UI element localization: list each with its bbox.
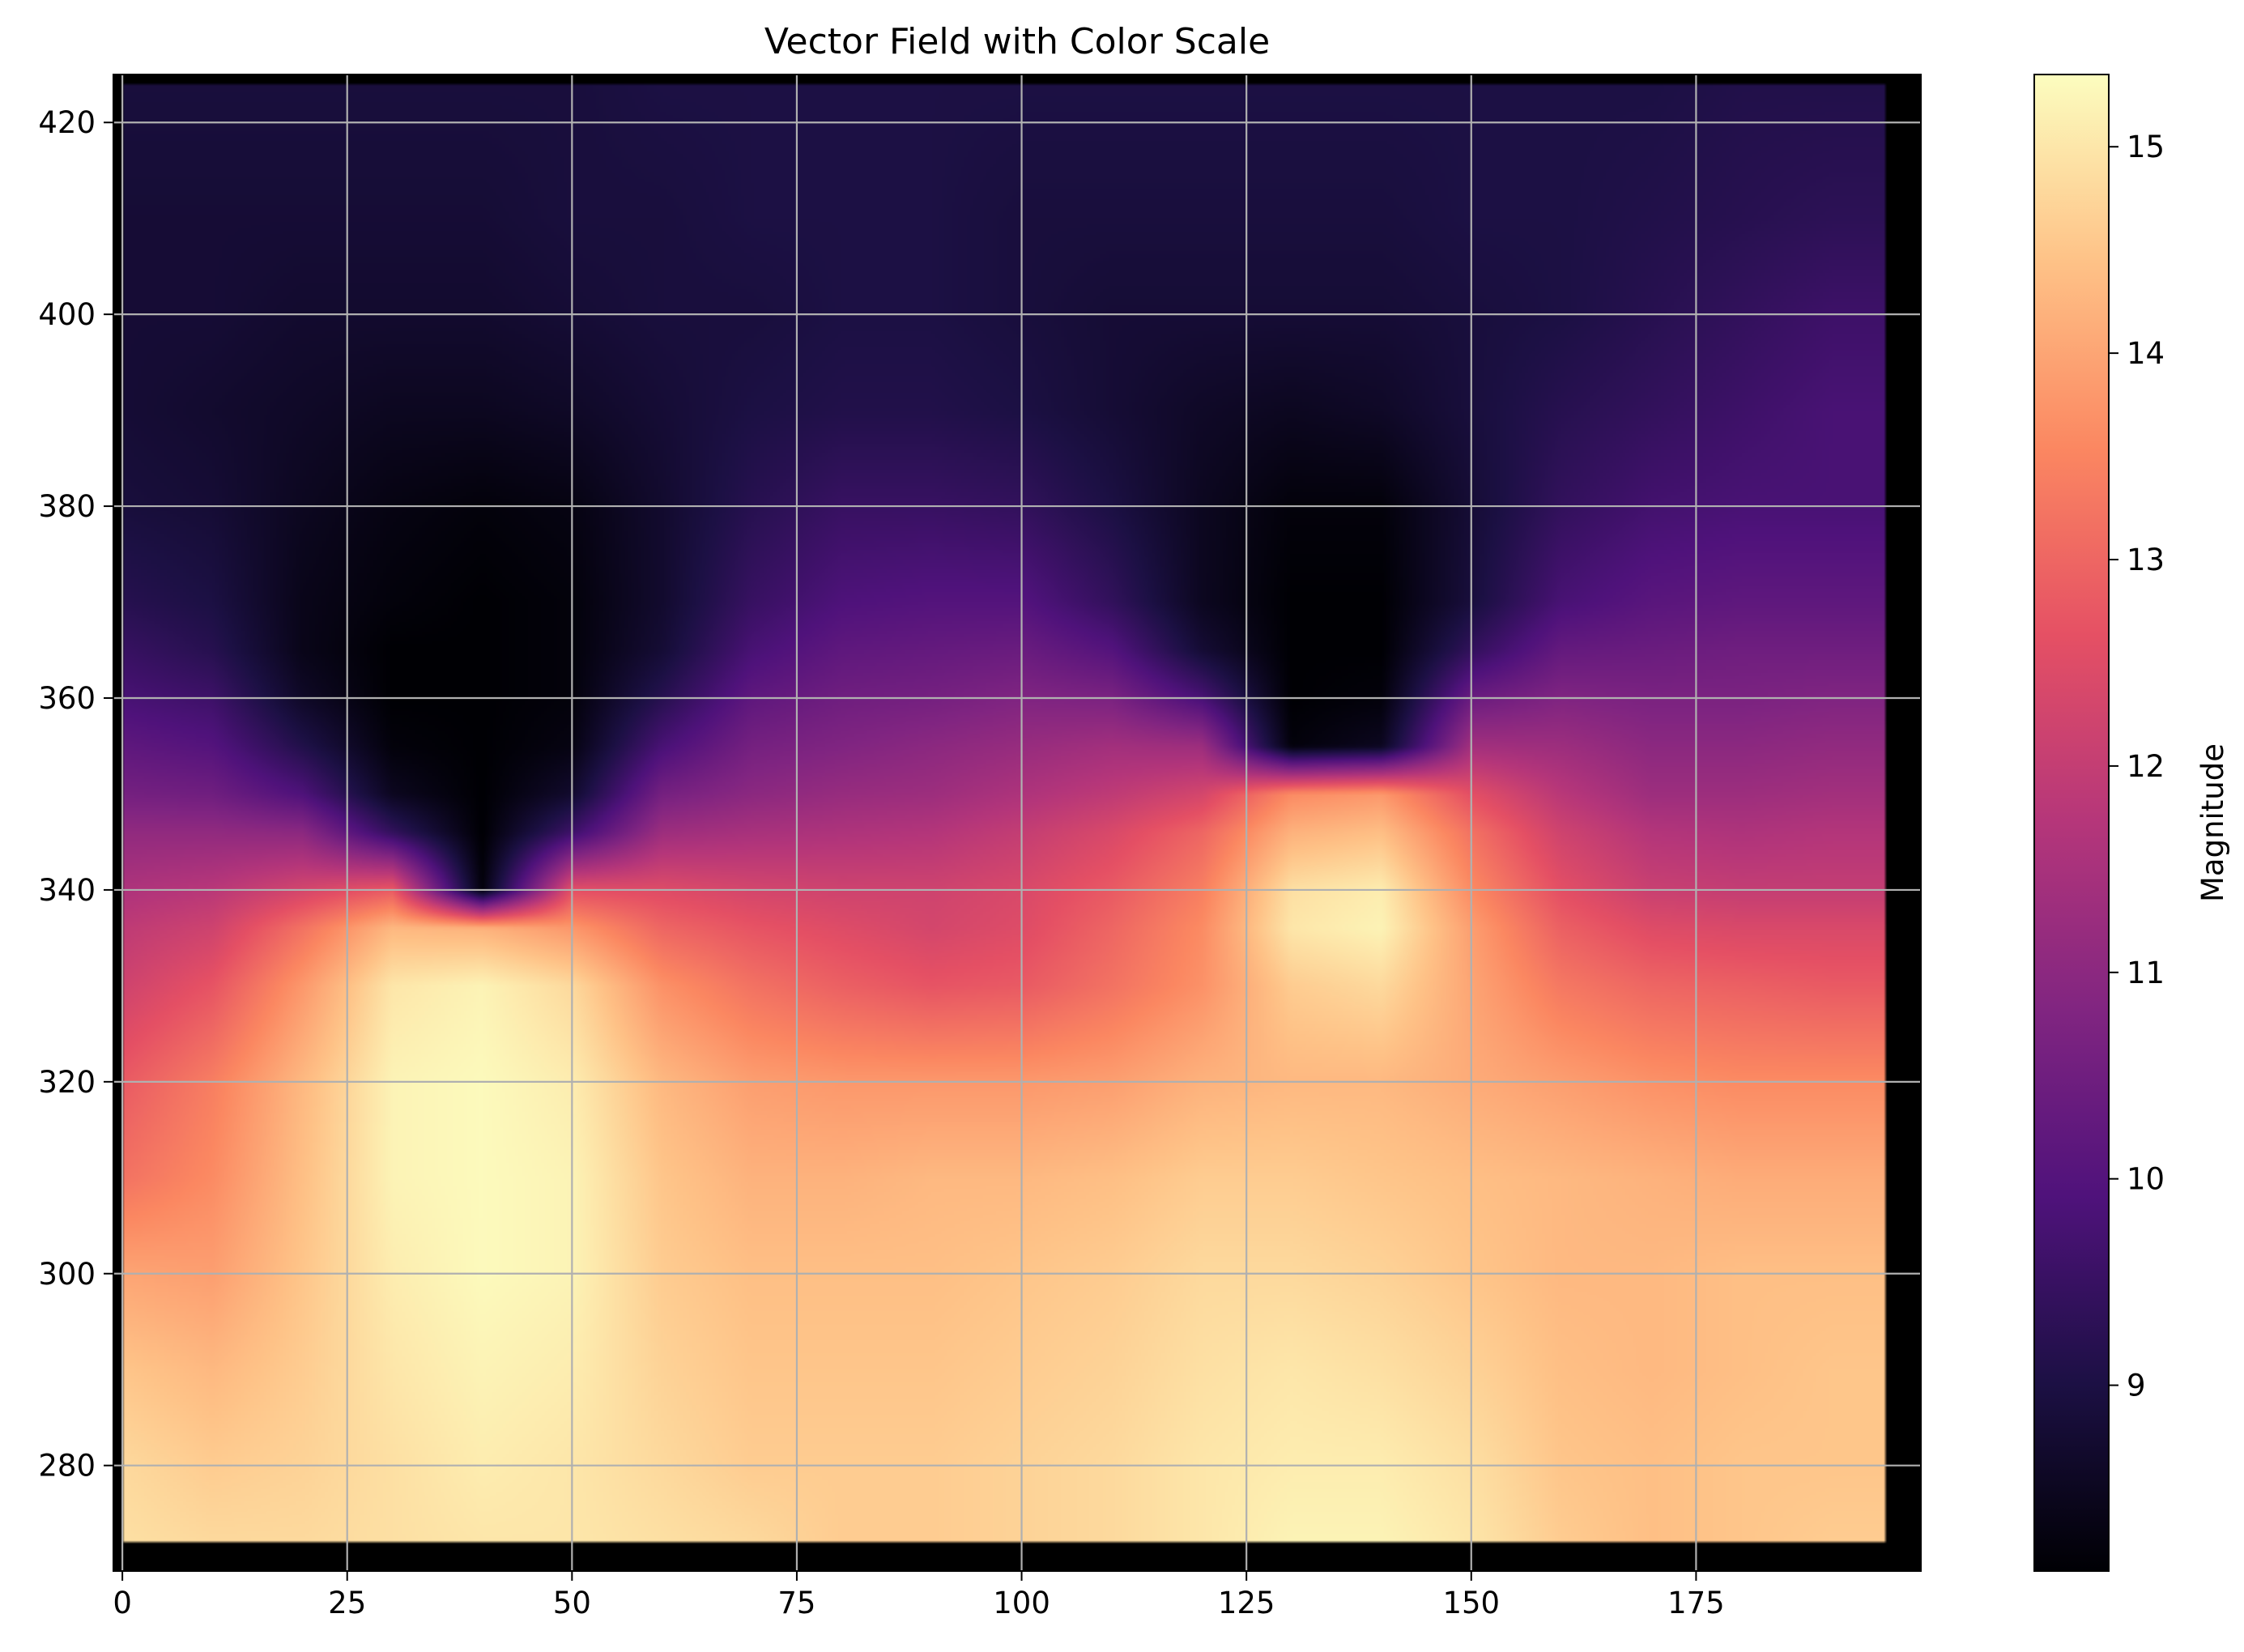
colorbar-tick-label: 14 (2127, 336, 2165, 371)
magnitude-heatmap (113, 75, 1921, 1571)
colorbar-axis: 9 10 11 12 13 14 15 (2109, 130, 2165, 1403)
x-tick-label: 75 (777, 1586, 815, 1620)
y-tick-label: 280 (38, 1449, 96, 1484)
x-tick-label: 50 (553, 1586, 591, 1620)
y-tick-label: 360 (38, 681, 96, 716)
y-tick-label: 300 (38, 1257, 96, 1292)
x-tick-label: 25 (328, 1586, 366, 1620)
plot-frame (113, 74, 1922, 1572)
colorbar-tick-label: 12 (2127, 749, 2165, 784)
y-tick-label: 400 (38, 297, 96, 332)
x-tick-label: 100 (993, 1586, 1050, 1620)
x-tick-label: 0 (113, 1586, 132, 1620)
x-tick-label: 175 (1667, 1586, 1725, 1620)
x-tick-label: 150 (1442, 1586, 1500, 1620)
colorbar-tick-label: 11 (2127, 956, 2165, 990)
grid-lines (113, 75, 1921, 1571)
y-axis: 280 300 320 340 360 380 400 420 (38, 105, 113, 1484)
colorbar-tick-label: 10 (2127, 1162, 2165, 1197)
x-axis: 0 25 50 75 100 125 150 175 (113, 1571, 1725, 1620)
colorbar (2033, 74, 2110, 1572)
colorbar-tick-label: 9 (2127, 1369, 2146, 1403)
y-tick-label: 380 (38, 489, 96, 524)
x-tick-label: 125 (1218, 1586, 1275, 1620)
y-tick-label: 320 (38, 1065, 96, 1100)
colorbar-label: Magnitude (2195, 743, 2230, 902)
y-tick-label: 420 (38, 105, 96, 140)
colorbar-tick-label: 13 (2127, 543, 2165, 577)
chart-title: Vector Field with Color Scale (764, 21, 1270, 62)
y-tick-label: 340 (38, 873, 96, 908)
colorbar-tick-label: 15 (2127, 130, 2165, 164)
